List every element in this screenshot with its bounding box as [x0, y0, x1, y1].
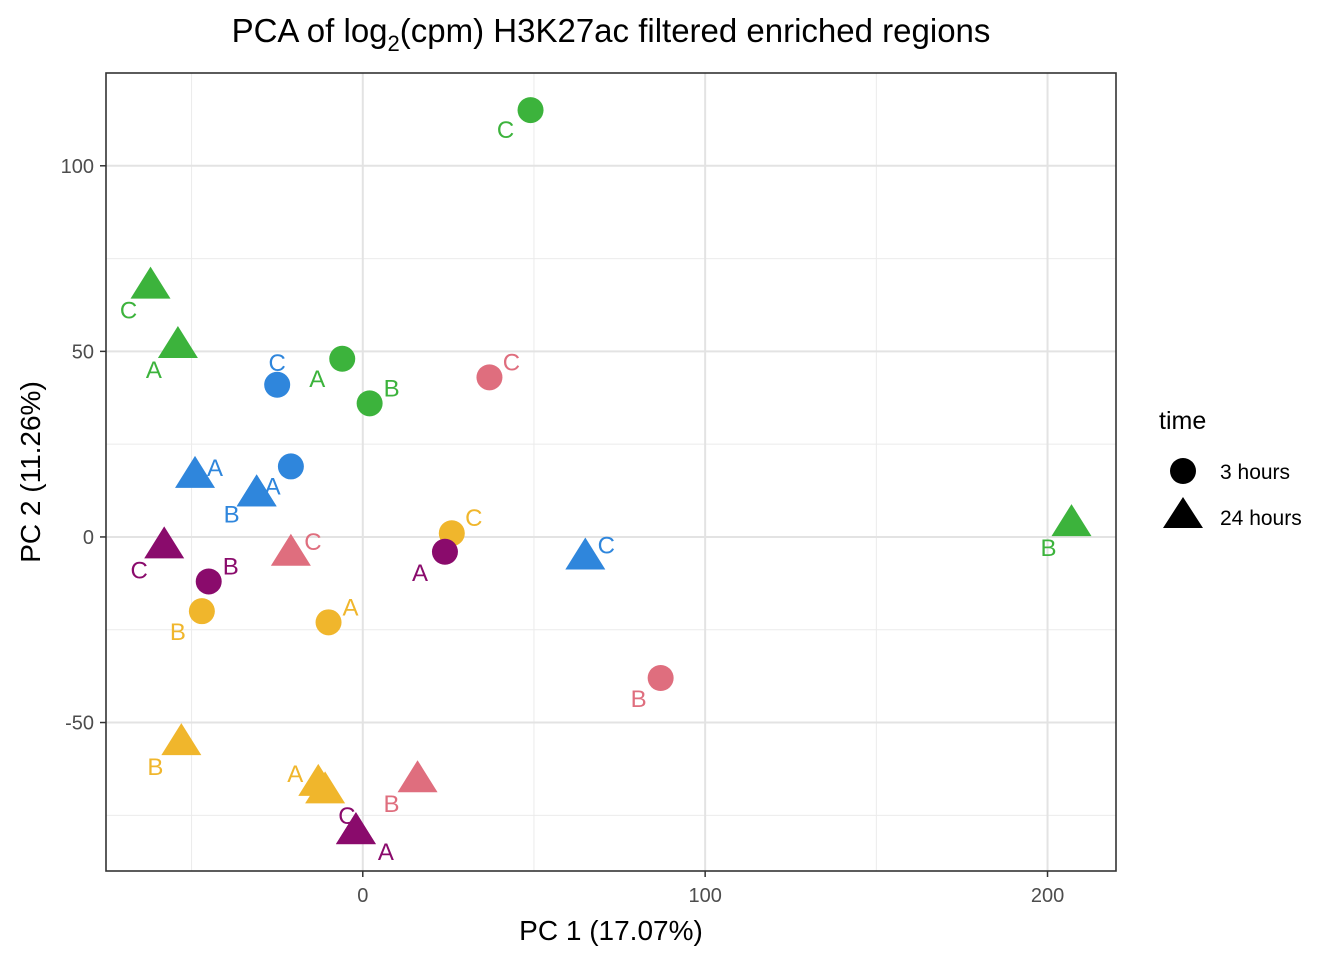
point-label: B [223, 553, 239, 580]
data-point-triangle [161, 723, 202, 756]
y-tick-label: -50 [65, 713, 94, 735]
point-label: B [631, 686, 647, 713]
chart-title-subscript: 2 [388, 31, 400, 56]
x-axis-ticks: 0 100 200 [357, 871, 1064, 907]
point-label: C [598, 533, 615, 560]
legend-label-24-hours: 24 hours [1220, 507, 1302, 530]
data-point-triangle [144, 526, 185, 559]
data-point-triangle [236, 474, 277, 507]
legend-label-3-hours: 3 hours [1220, 461, 1290, 484]
point-label: A [207, 455, 223, 482]
data-point-circle [647, 664, 674, 691]
data-point-circle [431, 538, 458, 565]
y-axis-label: PC 2 (11.26%) [15, 381, 46, 563]
point-label: C [131, 557, 148, 584]
data-point-triangle [305, 771, 346, 804]
legend: time 3 hours 24 hours [1159, 407, 1302, 530]
data-point-triangle [1051, 504, 1092, 537]
data-point-triangle [335, 812, 376, 845]
point-label: A [343, 594, 359, 621]
chart-title-main: PCA of log [232, 12, 388, 49]
point-label: B [384, 791, 400, 818]
point-label: A [378, 839, 394, 866]
x-tick-label: 200 [1031, 885, 1064, 907]
y-axis-ticks: -50 0 50 100 [61, 156, 106, 735]
data-point-circle [476, 364, 503, 391]
y-tick-label: 0 [83, 527, 94, 549]
point-label: A [309, 366, 325, 393]
data-point-triangle [270, 533, 311, 566]
y-tick-label: 100 [61, 156, 94, 178]
point-label: B [170, 619, 186, 646]
point-label: A [146, 357, 162, 384]
data-point-circle [188, 598, 215, 625]
chart-title: PCA of log2(cpm) H3K27ac filtered enrich… [232, 12, 991, 56]
data-point-circle [329, 345, 356, 372]
plot-panel [106, 73, 1116, 871]
x-axis-label: PC 1 (17.07%) [519, 915, 703, 946]
plot-border [105, 72, 1117, 872]
point-label: A [412, 560, 428, 587]
x-tick-label: 100 [688, 885, 721, 907]
chart-title-rest: (cpm) H3K27ac filtered enriched regions [400, 12, 991, 49]
point-label: B [224, 501, 240, 528]
point-label: B [1040, 535, 1056, 562]
legend-key-triangle [1163, 497, 1203, 528]
point-label: C [269, 350, 286, 377]
point-label: C [120, 298, 137, 325]
data-point-triangle [397, 760, 438, 793]
data-point-circle [517, 97, 544, 124]
legend-key-circle [1170, 458, 1196, 484]
point-label: C [338, 803, 355, 830]
point-label: C [497, 117, 514, 144]
point-label: A [287, 761, 303, 788]
point-label: C [304, 529, 321, 556]
data-point-circle [195, 568, 222, 595]
x-tick-label: 0 [357, 885, 368, 907]
major-gridlines [106, 73, 1116, 871]
point-label: B [147, 754, 163, 781]
data-point-circle [315, 609, 342, 636]
legend-title: time [1159, 407, 1206, 435]
data-point-circle [356, 390, 383, 417]
point-label: C [465, 505, 482, 532]
data-point-circle [277, 453, 304, 480]
data-points [130, 97, 1092, 845]
data-point-triangle [565, 537, 606, 570]
data-point-triangle [157, 325, 198, 358]
y-tick-label: 50 [72, 341, 94, 363]
point-label: C [503, 349, 520, 376]
data-point-triangle [130, 266, 171, 299]
point-label: A [265, 473, 281, 500]
data-point-triangle [175, 455, 216, 488]
point-label: B [384, 375, 400, 402]
minor-gridlines [106, 73, 1116, 871]
data-point-circle [264, 371, 291, 398]
